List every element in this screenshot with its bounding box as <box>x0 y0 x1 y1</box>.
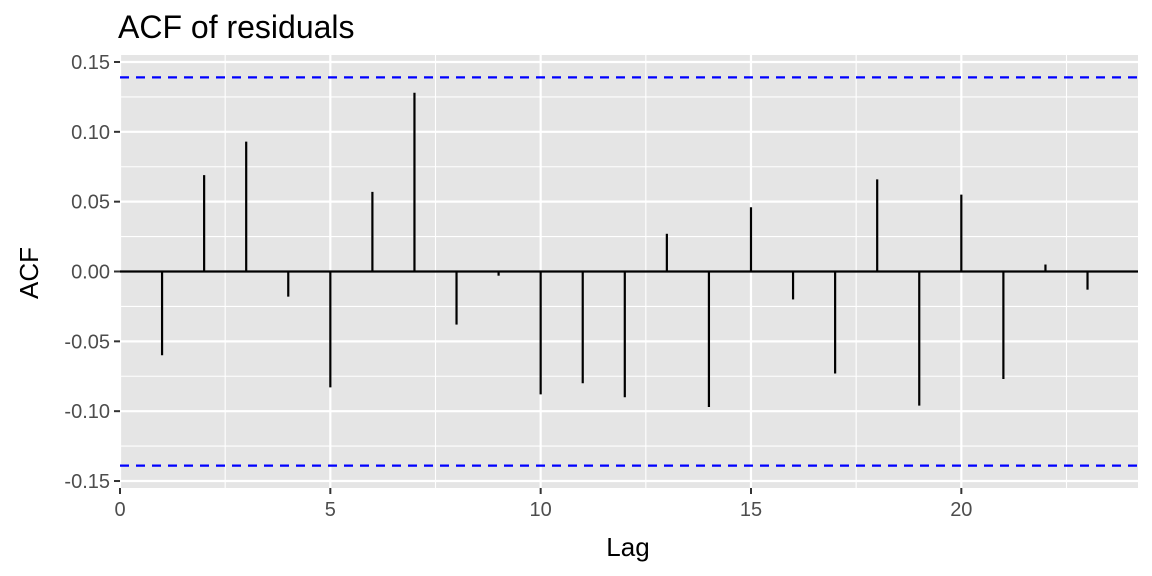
y-axis: -0.15 -0.10 -0.05 0.00 0.05 0.10 0.15 <box>64 52 120 493</box>
acf-bars <box>160 92 1089 407</box>
x-axis-title: Lag <box>606 532 649 562</box>
x-axis: 0 5 10 15 20 <box>114 488 972 521</box>
x-tick-label: 10 <box>530 499 552 521</box>
x-tick-label: 15 <box>740 499 762 521</box>
x-tick-label: 5 <box>325 499 336 521</box>
y-tick-label: 0.00 <box>71 262 110 284</box>
y-tick-label: -0.15 <box>64 471 110 493</box>
y-axis-title: ACF <box>14 247 44 299</box>
y-tick-label: -0.10 <box>64 401 110 423</box>
y-tick-label: -0.05 <box>64 331 110 353</box>
confidence-bounds <box>120 76 1138 467</box>
y-tick-label: 0.05 <box>71 192 110 214</box>
y-tick-label: 0.15 <box>71 52 110 74</box>
y-tick-label: 0.10 <box>71 122 110 144</box>
x-tick-label: 0 <box>114 499 125 521</box>
chart-title: ACF of residuals <box>118 9 355 45</box>
x-tick-label: 20 <box>950 499 972 521</box>
